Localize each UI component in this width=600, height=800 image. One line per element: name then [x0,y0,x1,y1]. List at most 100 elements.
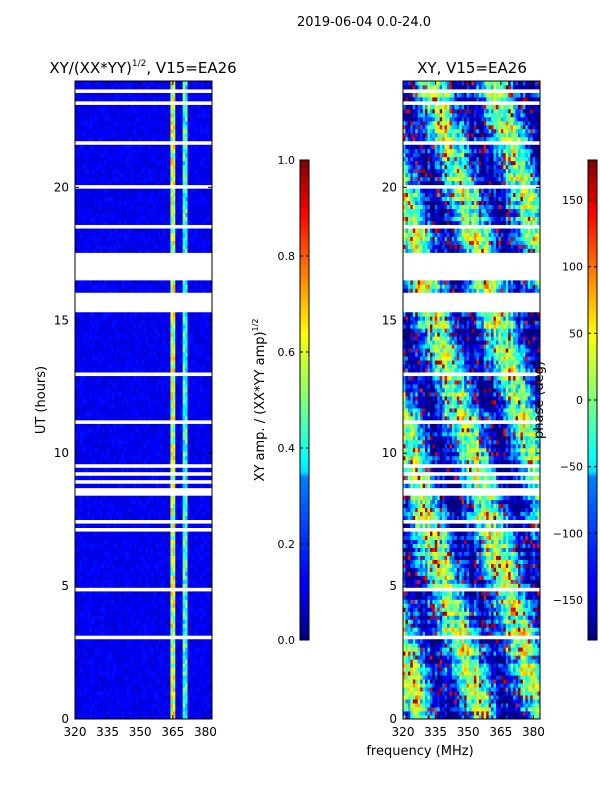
heatmap-cell [150,671,154,676]
heatmap-cell [123,679,127,684]
heatmap-cell [126,579,130,584]
heatmap-cell [204,711,208,716]
heatmap-cell [187,595,191,600]
heatmap-cell [87,400,91,405]
heatmap-cell [204,364,208,369]
heatmap-cell [136,627,140,632]
heatmap-cell [209,392,213,397]
heatmap-cell [175,380,179,385]
heatmap-cell [75,707,78,712]
heatmap-cell [84,324,88,329]
heatmap-cell [121,396,125,401]
heatmap-cell [121,320,125,325]
heatmap-cell [192,459,196,465]
heatmap-cell [114,683,117,688]
heatmap-cell [97,400,100,405]
heatmap-cell [123,467,127,473]
heatmap-cell [75,591,78,596]
heatmap-cell [177,507,181,513]
heatmap-cell [163,427,166,433]
heatmap-cell [155,559,159,564]
heatmap-cell [180,627,184,632]
heatmap-cell [141,599,144,604]
heatmap-cell [143,651,147,656]
heatmap-cell [177,396,181,401]
heatmap-cell [207,515,210,521]
heatmap-cell [153,328,157,333]
heatmap-cell [128,376,132,381]
heatmap-cell [172,627,176,632]
heatmap-cell [136,591,140,596]
heatmap-cell [153,336,157,341]
heatmap-cell [150,639,154,644]
heatmap-cell [89,400,93,405]
heatmap-cell [187,507,191,513]
heatmap-cell [209,459,213,465]
heatmap-cell [194,551,198,556]
heatmap-cell [163,591,166,596]
heatmap-cell [180,392,184,397]
heatmap-cell [82,615,86,620]
heatmap-cell [123,563,127,568]
heatmap-cell [153,699,157,704]
heatmap-cell [158,631,162,636]
heatmap-cell [119,643,122,648]
heatmap-cell [133,467,137,473]
heatmap-cell [172,451,176,457]
heatmap-cell [121,611,125,616]
heatmap-cell [143,423,147,429]
heatmap-cell [82,511,86,517]
heatmap-cell [99,671,103,676]
heatmap-cell [128,547,132,552]
heatmap-cell [77,627,81,632]
heatmap-cell [111,455,115,461]
heatmap-cell [97,595,100,600]
heatmap-cell [185,599,188,604]
heatmap-cell [84,547,88,552]
heatmap-cell [167,324,171,329]
heatmap-cell [77,368,81,373]
heatmap-cell [128,467,132,473]
heatmap-cell [75,683,78,688]
heatmap-cell [182,695,186,700]
heatmap-cell [87,380,91,385]
heatmap-cell [207,392,210,397]
heatmap-cell [202,711,206,716]
heatmap-cell [155,683,159,688]
heatmap-cell [133,583,137,588]
heatmap-cell [145,455,149,461]
heatmap-cell [167,451,171,457]
heatmap-cell [141,320,144,325]
heatmap-cell [192,707,196,712]
heatmap-cell [104,579,108,584]
heatmap-cell [185,687,188,692]
heatmap-cell [87,332,91,337]
heatmap-cell [116,595,120,600]
heatmap-cell [94,599,98,604]
heatmap-cell [177,607,181,612]
heatmap-cell [155,427,159,433]
heatmap-cell [87,607,91,612]
heatmap-cell [197,695,201,700]
heatmap-cell [175,579,179,584]
heatmap-cell [133,647,137,652]
heatmap-cell [138,348,142,353]
heatmap-cell [170,499,174,505]
heatmap-cell [126,643,130,648]
heatmap-cell [131,431,135,437]
heatmap-cell [116,431,120,437]
heatmap-cell [170,403,174,409]
figure-suptitle: 2019-06-04 0.0-24.0 [297,15,431,30]
heatmap-cell [175,639,179,644]
heatmap-cell [87,551,91,556]
heatmap-cell [158,559,162,564]
heatmap-cell [177,675,181,680]
heatmap-cell [141,384,144,389]
heatmap-cell [160,543,164,548]
heatmap-cell [145,503,149,509]
heatmap-cell [116,435,120,441]
heatmap-cell [199,639,203,644]
heatmap-cell [77,503,81,509]
heatmap-cell [177,631,181,636]
heatmap-cell [82,403,86,409]
